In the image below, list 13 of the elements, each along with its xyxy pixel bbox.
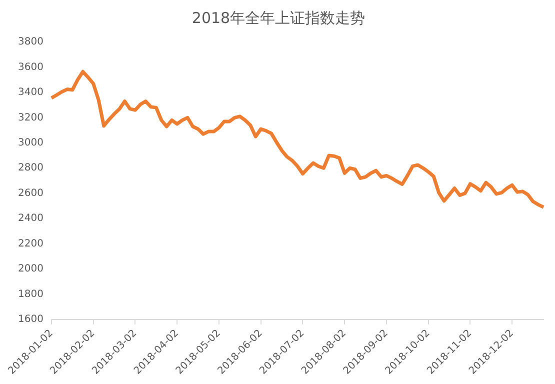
y-tick-label: 3800 xyxy=(18,36,44,48)
y-tick-label: 1800 xyxy=(18,288,44,300)
y-tick-label: 2400 xyxy=(18,213,44,224)
y-tick-label: 1600 xyxy=(18,314,44,326)
y-tick-label: 2200 xyxy=(18,238,44,250)
y-tick-label: 2000 xyxy=(18,264,44,275)
y-tick-label: 3200 xyxy=(18,112,44,124)
y-tick-label: 2600 xyxy=(18,188,44,199)
y-tick-label: 3000 xyxy=(18,137,44,148)
chart-title: 2018年全年上证指数走势 xyxy=(192,8,366,27)
y-tick-label: 3600 xyxy=(18,62,44,73)
y-tick-label: 3400 xyxy=(18,87,44,98)
y-tick-label: 2800 xyxy=(18,162,44,174)
